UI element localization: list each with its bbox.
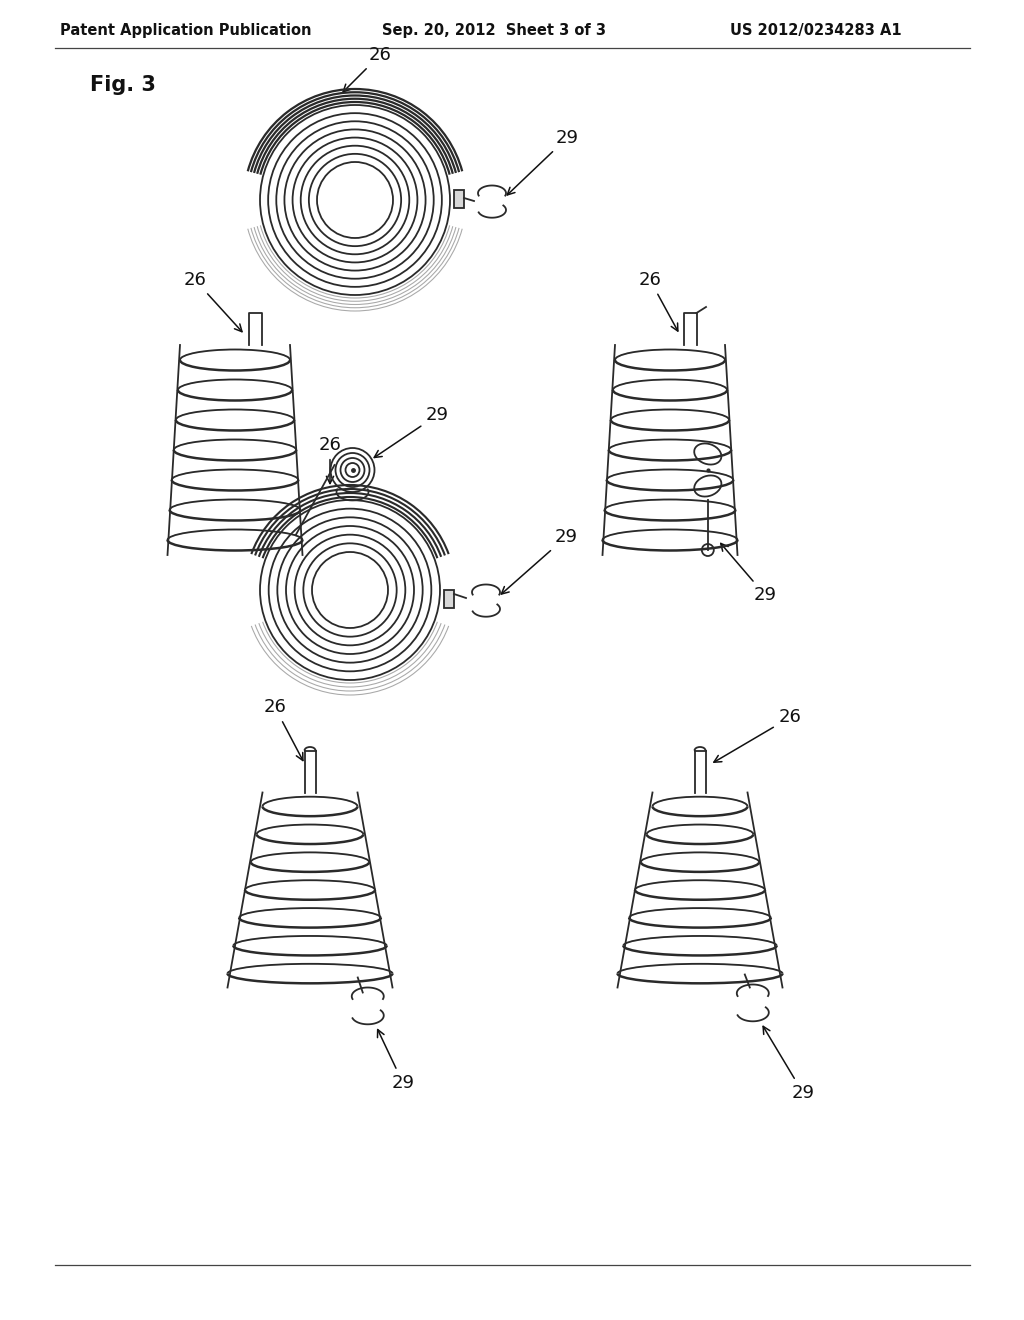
- Text: 26: 26: [639, 271, 678, 331]
- Text: 29: 29: [507, 129, 579, 195]
- Text: 26: 26: [183, 271, 242, 331]
- Text: Sep. 20, 2012  Sheet 3 of 3: Sep. 20, 2012 Sheet 3 of 3: [382, 22, 606, 37]
- Text: 26: 26: [714, 709, 802, 762]
- Text: 26: 26: [318, 436, 341, 483]
- Text: 26: 26: [263, 698, 303, 760]
- Text: 29: 29: [763, 1027, 814, 1101]
- Text: 26: 26: [343, 46, 391, 92]
- Text: 29: 29: [502, 528, 578, 594]
- Text: 29: 29: [378, 1030, 415, 1092]
- Text: 29: 29: [374, 407, 449, 458]
- Bar: [444, 590, 454, 609]
- Text: Patent Application Publication: Patent Application Publication: [60, 22, 311, 37]
- Text: Fig. 3: Fig. 3: [90, 75, 156, 95]
- Text: 29: 29: [721, 544, 776, 605]
- Bar: [454, 190, 464, 209]
- Text: US 2012/0234283 A1: US 2012/0234283 A1: [730, 22, 901, 37]
